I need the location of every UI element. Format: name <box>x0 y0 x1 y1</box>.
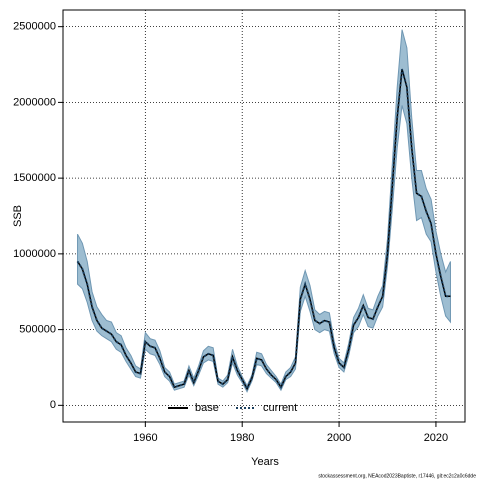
y-tick-label: 1500000 <box>13 172 56 184</box>
series-line <box>76 68 451 391</box>
x-tick-label: 2000 <box>327 432 351 444</box>
x-tick-label: 1980 <box>230 432 254 444</box>
y-tick-label: 2000000 <box>13 96 56 108</box>
y-tick-label: 0 <box>50 399 56 411</box>
y-tick-label: 2500000 <box>13 21 56 33</box>
y-axis-label: SSB <box>12 205 24 227</box>
footer: stockassessment.org, NEAcod2023Baptiste,… <box>318 473 476 479</box>
plot-frame <box>62 9 466 423</box>
confidence-band <box>77 29 451 393</box>
legend-label: base <box>195 402 219 414</box>
y-tick-label: 500000 <box>19 324 56 336</box>
legend-label: current <box>263 402 297 414</box>
x-tick-label: 1960 <box>133 432 157 444</box>
x-tick-label: 2020 <box>424 432 448 444</box>
y-tick-label: 1000000 <box>13 248 56 260</box>
x-axis-label: Years <box>251 456 279 468</box>
series-line <box>76 68 451 391</box>
